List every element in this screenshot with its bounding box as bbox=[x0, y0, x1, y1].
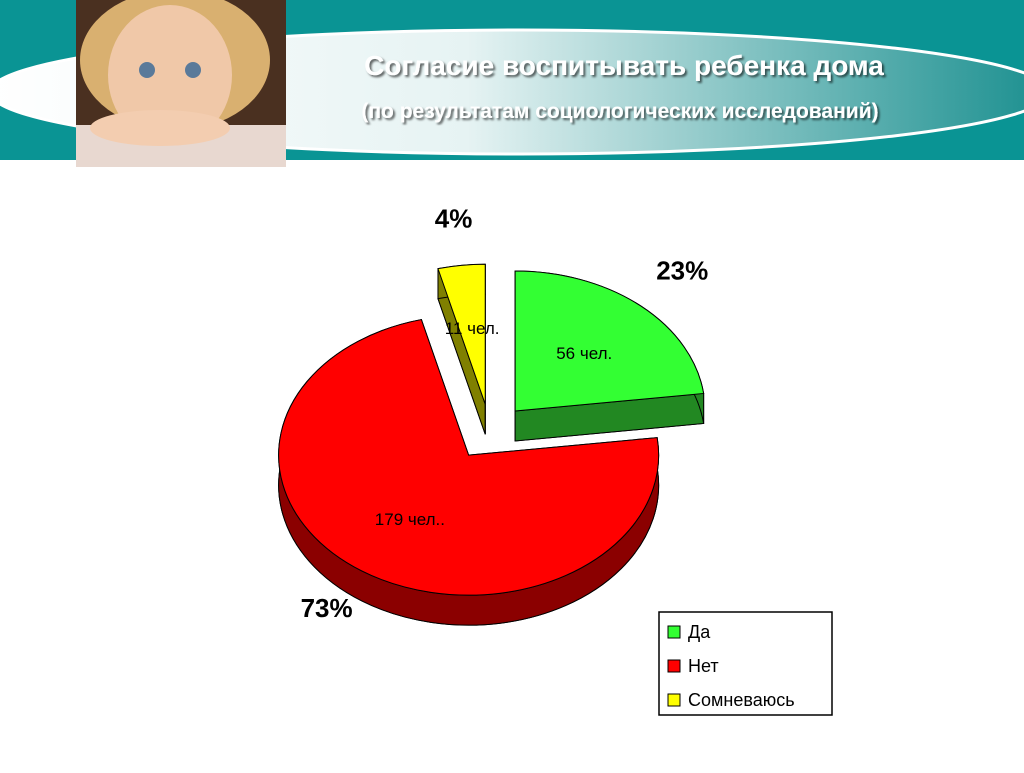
legend-label: Нет bbox=[688, 656, 719, 676]
slice bbox=[514, 270, 705, 412]
count-label: 11 чел. bbox=[445, 319, 500, 338]
count-label: 56 чел. bbox=[556, 344, 612, 363]
title: Согласие воспитывать ребенка дома bbox=[364, 50, 884, 81]
legend-swatch bbox=[667, 625, 681, 639]
photo bbox=[76, 0, 286, 167]
percent-label: 23% bbox=[656, 255, 708, 285]
slice bbox=[437, 263, 486, 405]
legend: Да Нет Сомневаюсь bbox=[658, 611, 833, 716]
slice bbox=[278, 318, 660, 596]
legend-label: Да bbox=[688, 622, 711, 642]
chart: 23% 56 чел. 73% 179 чел.. 4% 11 чел. Да Нет Сомн… bbox=[278, 203, 833, 716]
percent-label: 4% bbox=[435, 203, 473, 233]
percent-label: 73% bbox=[301, 593, 353, 623]
legend-box bbox=[658, 611, 833, 716]
legend-label: Сомневаюсь bbox=[688, 690, 795, 710]
legend-swatch bbox=[667, 693, 681, 707]
subtitle: (по результатам социологических исследов… bbox=[361, 100, 878, 123]
count-label: 179 чел.. bbox=[375, 510, 445, 529]
legend-swatch bbox=[667, 659, 681, 673]
